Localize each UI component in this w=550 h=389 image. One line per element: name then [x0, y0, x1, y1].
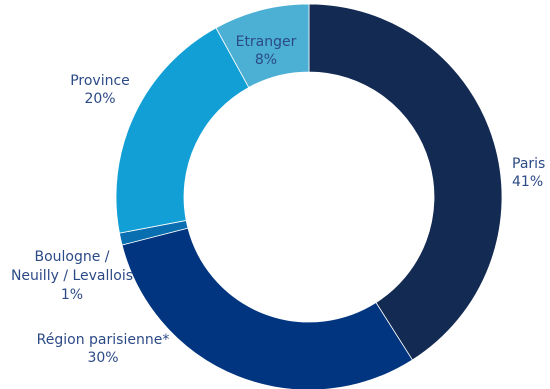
label-boulogne-value: 1% [60, 287, 84, 303]
label-paris-name: Paris [512, 156, 546, 172]
label-province-name: Province [70, 73, 130, 89]
label-etranger-value: 8% [254, 52, 278, 68]
slice-etranger [215, 3, 310, 89]
label-region-parisienne-value: 30% [87, 350, 119, 366]
label-region-parisienne-name: Région parisienne* [36, 332, 170, 348]
label-province-value: 20% [84, 91, 116, 107]
label-boulogne-name-line1: Boulogne / [34, 249, 110, 265]
label-paris-value: 41% [512, 174, 544, 190]
label-boulogne: Boulogne / Neuilly / Levallois 1% [10, 248, 134, 305]
label-region-parisienne: Région parisienne* 30% [28, 331, 178, 367]
slice-paris [308, 3, 503, 361]
slice-région-parisienne [121, 227, 413, 389]
label-paris: Paris 41% [512, 155, 550, 191]
label-province: Province 20% [60, 72, 140, 108]
label-boulogne-name-line2: Neuilly / Levallois [10, 268, 134, 284]
label-etranger-name: Etranger [235, 34, 297, 50]
label-etranger: Etranger 8% [226, 33, 306, 69]
